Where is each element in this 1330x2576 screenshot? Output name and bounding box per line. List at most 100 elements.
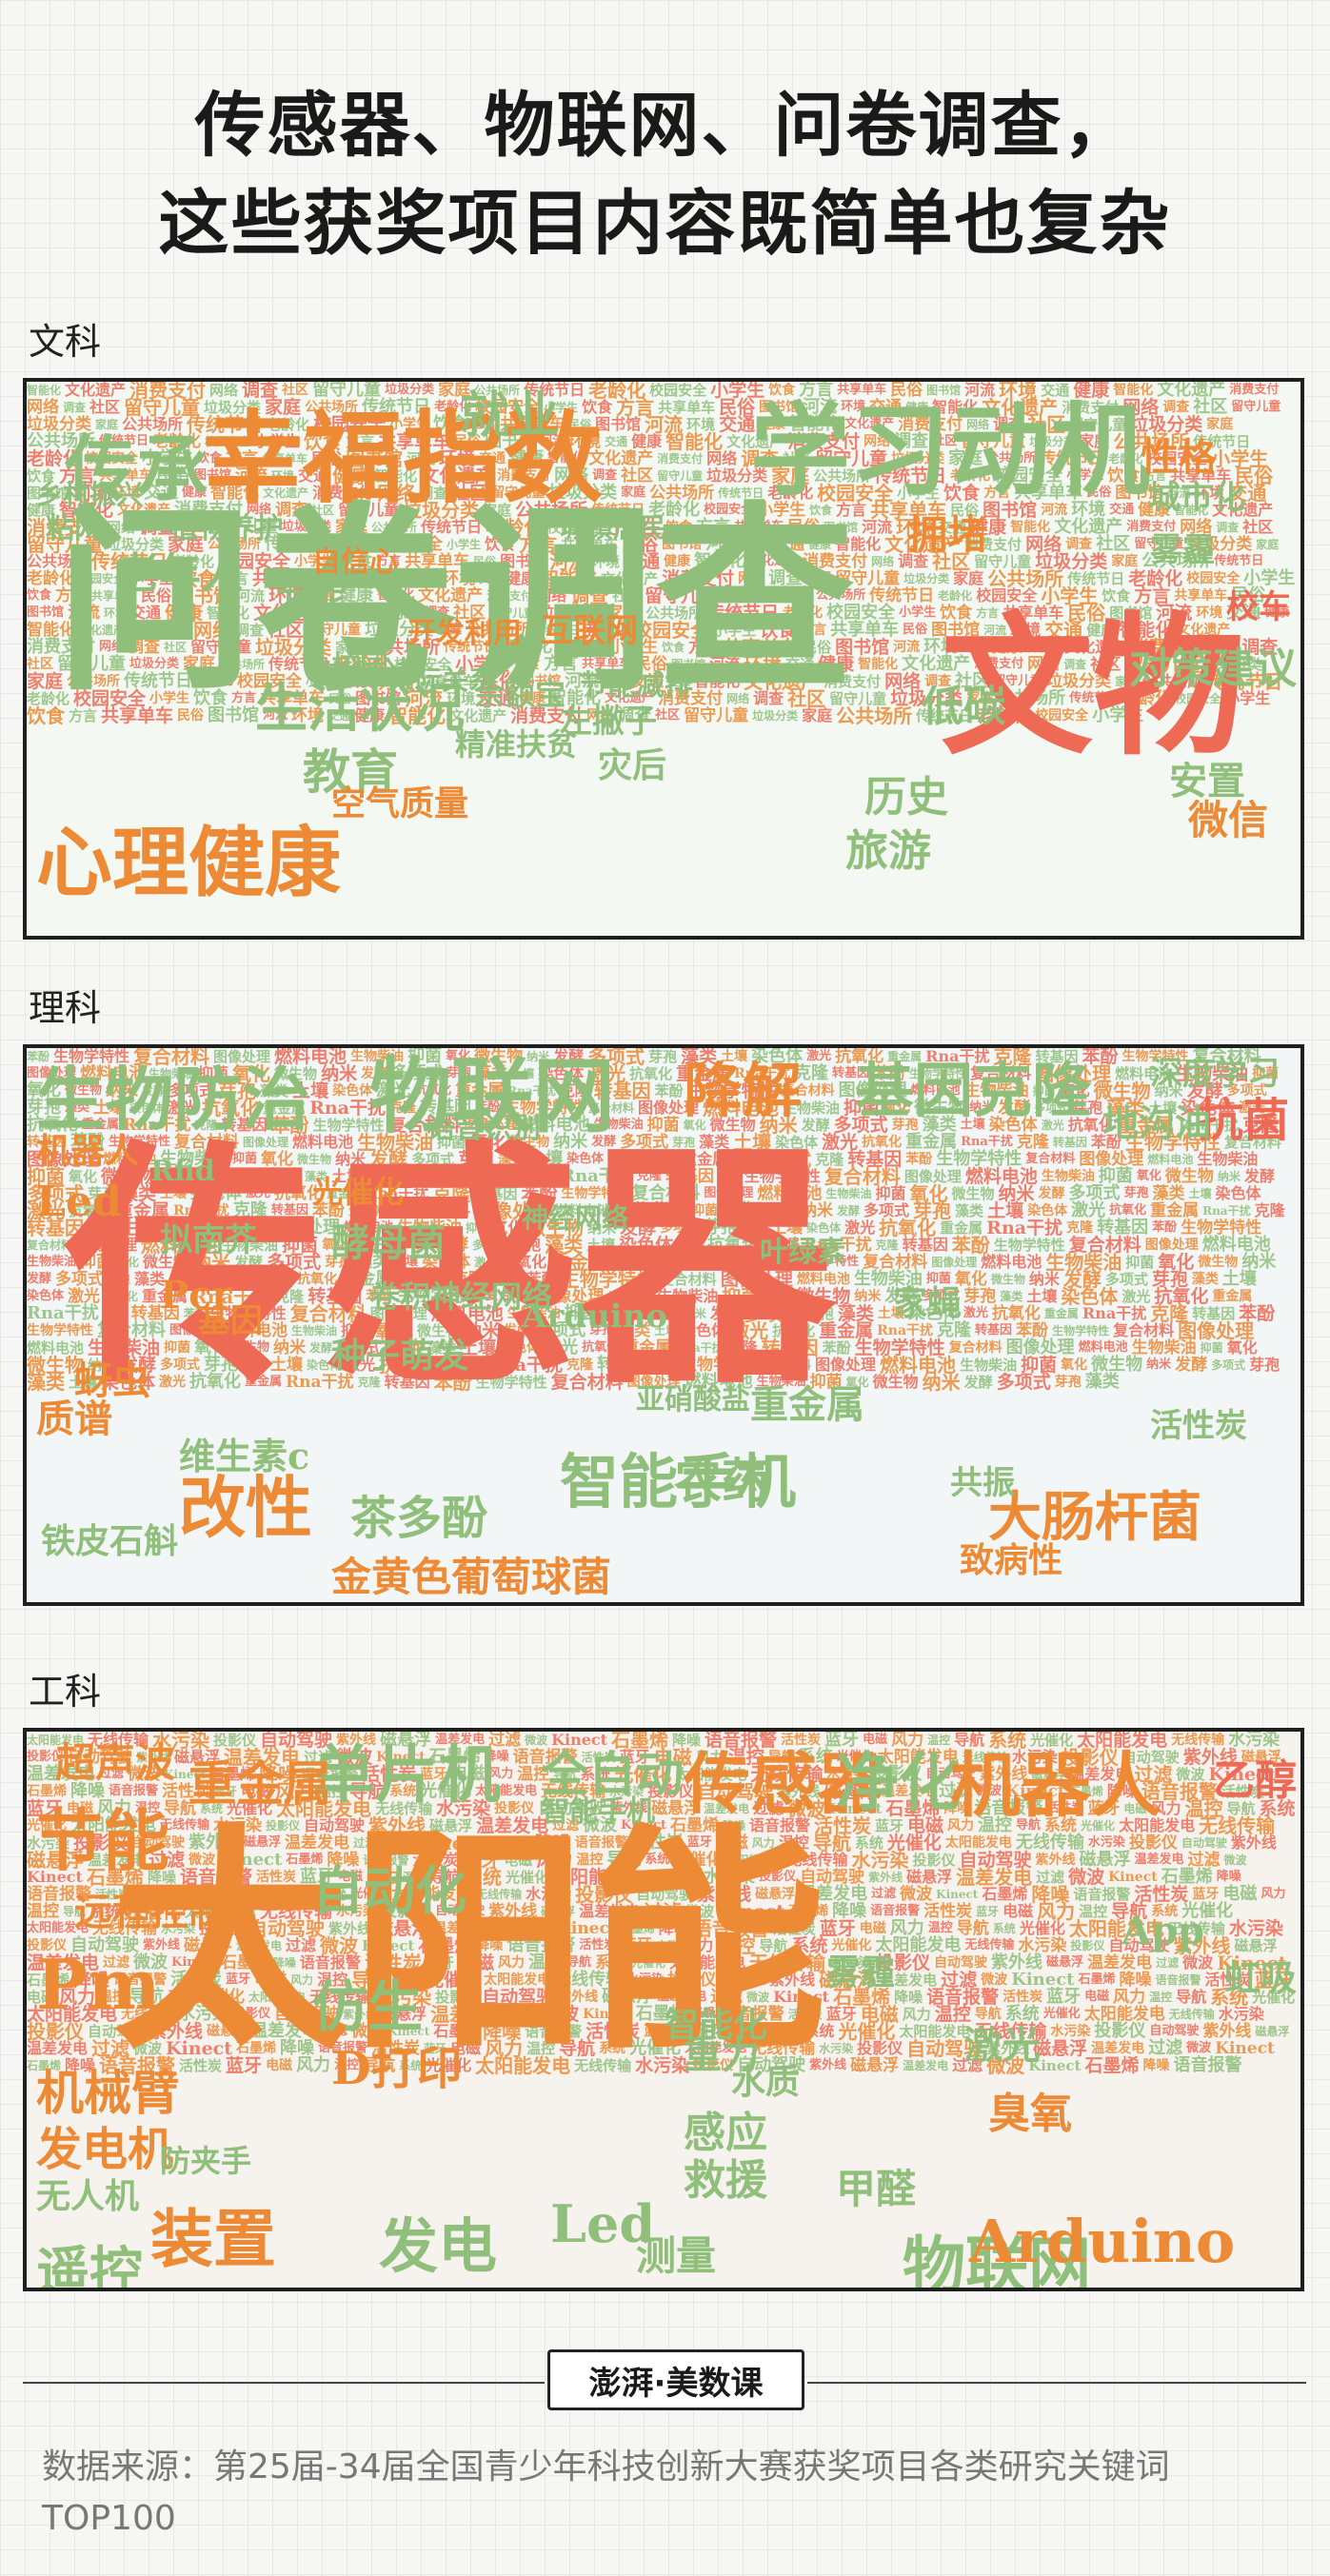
filler-word: 抑菌	[564, 1303, 599, 1323]
filler-word: 社区	[932, 550, 971, 573]
filler-word: 校园安全	[85, 451, 139, 466]
filler-word: 健康	[759, 417, 786, 432]
filler-word: 无线传输	[786, 1851, 848, 1869]
filler-word: 太阳能发电	[552, 1867, 644, 1888]
filler-word: 电磁	[656, 1939, 680, 1952]
filler-word: 降噪	[690, 2007, 716, 2021]
filler-word: 交通	[298, 466, 329, 485]
filler-word: 投影仪	[1128, 1833, 1178, 1853]
filler-word: 老龄化	[501, 637, 553, 657]
filler-word: 紫外线	[986, 2040, 1030, 2057]
filler-word: 文化遗产	[844, 417, 895, 431]
filler-word: 多项式	[55, 1270, 105, 1289]
filler-word: 老龄化	[588, 382, 646, 402]
filler-word: 无线传输	[92, 1919, 158, 1938]
filler-word: 无线传输	[309, 1988, 371, 2006]
filler-word: 芽孢	[88, 1185, 117, 1202]
filler-word: 土壤	[733, 1131, 772, 1154]
filler-word: 文化遗产	[421, 466, 494, 486]
filler-word: 激光	[963, 1306, 988, 1320]
filler-word: 投影仪	[1094, 2021, 1146, 2041]
filler-word: 公共场所	[997, 688, 1066, 708]
filler-word: 藻类	[681, 1048, 718, 1067]
keyword-liberal_arts-18: 低碳	[922, 683, 1005, 731]
filler-word: 染色体	[907, 1303, 960, 1323]
filler-word: 紫外线	[343, 2008, 378, 2021]
filler-word: 染色体	[27, 1289, 65, 1303]
filler-word: 消费支付	[1126, 520, 1177, 534]
filler-word: 生物柴油	[657, 1287, 719, 1305]
keyword-liberal_arts-20: 互联网	[541, 612, 638, 650]
filler-word: 抑菌	[232, 1152, 258, 1166]
filler-word: 共享单车	[101, 705, 174, 726]
filler-word: 苯酚	[1152, 1220, 1178, 1235]
filler-word: 传统节日	[874, 466, 947, 486]
filler-word: 家庭	[1115, 675, 1139, 688]
filler-word: 光催化	[426, 1970, 481, 1991]
filler-word: 家庭	[265, 397, 302, 418]
filler-word: 风力	[59, 1987, 96, 2008]
filler-word: 饮食	[943, 483, 981, 504]
filler-word: 风力	[296, 2055, 331, 2075]
filler-word: 图像处理	[271, 1218, 341, 1238]
filler-word: 藻类	[837, 1303, 874, 1324]
filler-word: 藻类	[1000, 1290, 1023, 1303]
filler-word: 民俗	[787, 518, 821, 537]
keyword-engineering-30: 无人机	[36, 2176, 140, 2216]
filler-word: 苯酚	[1082, 1048, 1119, 1067]
filler-word: 蓝牙	[686, 1835, 712, 1850]
filler-word: 电磁	[450, 1764, 486, 1784]
filler-word: 交通	[328, 709, 351, 723]
filler-word: 饮食	[1107, 466, 1141, 485]
filler-word: 语音报警	[113, 1972, 168, 1988]
keyword-engineering-25: 激光	[964, 2023, 1041, 2068]
filler-word: 交通	[479, 572, 503, 585]
filler-word: 蓝牙	[133, 1885, 165, 1903]
filler-word: 激光	[1041, 1119, 1064, 1132]
filler-word: 生物学特性	[1052, 1324, 1110, 1338]
filler-word: Kinect	[829, 1800, 883, 1817]
keyword-science-12: 维生素c	[179, 1435, 310, 1477]
filler-word: 生物柴油	[357, 1131, 434, 1154]
keyword-liberal_arts-30: 自信心	[312, 545, 398, 579]
filler-word: 微波	[525, 1734, 548, 1747]
filler-word: 重金属	[940, 1219, 983, 1237]
filler-word: 消费支付	[964, 536, 1022, 553]
filler-word: 多项式	[411, 1151, 455, 1168]
filler-word: 氧化	[27, 1080, 61, 1100]
filler-word: Kinect	[583, 2007, 632, 2022]
filler-word: 家庭	[437, 623, 463, 637]
filler-word: 克隆	[937, 1320, 972, 1340]
filler-word: 复合材料	[948, 1340, 1002, 1356]
filler-word: 饮食	[940, 604, 973, 623]
filler-word: 网络	[209, 382, 239, 399]
filler-word: 土壤	[331, 1167, 363, 1185]
filler-word: 苯酚	[433, 1371, 472, 1394]
filler-word: 太阳能发电	[669, 1953, 746, 1972]
filler-word: 转基因	[474, 1185, 518, 1202]
keyword-engineering-0: 太阳能	[112, 1801, 826, 2081]
filler-word: 传统节日	[869, 586, 935, 605]
filler-word: 微生物	[101, 1166, 156, 1187]
filler-word: 垃圾分类	[706, 466, 768, 485]
filler-word: 河流	[1156, 603, 1193, 624]
filler-word: 燃料电池	[1078, 1340, 1128, 1355]
filler-word: 电磁	[653, 1746, 692, 1769]
filler-word: 消费支付	[27, 637, 95, 657]
filler-word: 光催化	[831, 1938, 872, 1953]
filler-word: 光催化	[836, 1750, 874, 1764]
footer-divider-left	[23, 2382, 545, 2384]
filler-word: 环境	[1010, 621, 1042, 639]
filler-word: 生物柴油	[397, 1219, 463, 1238]
filler-word: 激光	[376, 1080, 411, 1100]
filler-word: 蓝牙	[824, 1732, 860, 1750]
filler-word: 交通	[479, 688, 516, 709]
filler-word: 风力	[97, 1798, 132, 1818]
filler-word: 民俗	[803, 639, 832, 656]
filler-word: 家庭	[438, 382, 471, 400]
filler-word: 网络	[247, 503, 272, 517]
filler-word: 自动驾驶	[925, 1767, 976, 1781]
keyword-liberal_arts-17: 节能	[274, 573, 347, 616]
filler-word: 图书馆	[1109, 604, 1153, 622]
filler-word: 图书馆	[926, 384, 962, 397]
